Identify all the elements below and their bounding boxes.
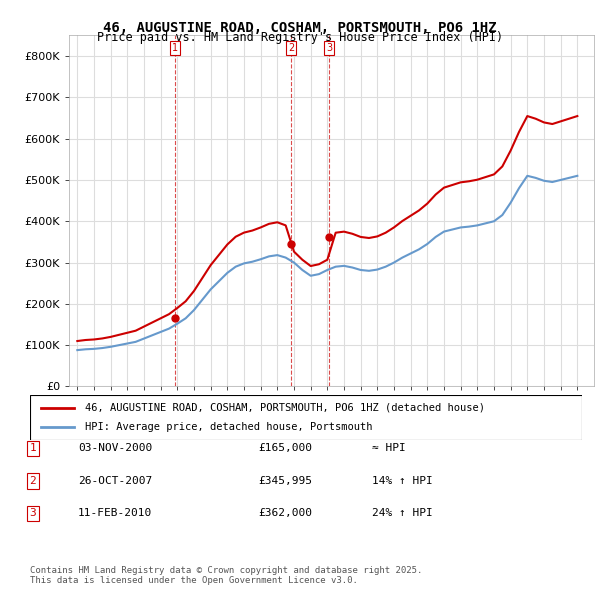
Text: 1: 1 (29, 444, 37, 453)
Text: 03-NOV-2000: 03-NOV-2000 (78, 444, 152, 453)
Text: 1: 1 (172, 43, 178, 53)
Text: £362,000: £362,000 (258, 509, 312, 518)
Text: 24% ↑ HPI: 24% ↑ HPI (372, 509, 433, 518)
Point (325, 232, 334, 242)
Text: 26-OCT-2007: 26-OCT-2007 (78, 476, 152, 486)
Text: 14% ↑ HPI: 14% ↑ HPI (372, 476, 433, 486)
Text: Price paid vs. HM Land Registry's House Price Index (HPI): Price paid vs. HM Land Registry's House … (97, 31, 503, 44)
Text: 46, AUGUSTINE ROAD, COSHAM, PORTSMOUTH, PO6 1HZ: 46, AUGUSTINE ROAD, COSHAM, PORTSMOUTH, … (103, 21, 497, 35)
Text: 2: 2 (288, 43, 294, 53)
Text: 3: 3 (326, 43, 332, 53)
FancyBboxPatch shape (30, 395, 582, 440)
Text: Contains HM Land Registry data © Crown copyright and database right 2025.
This d: Contains HM Land Registry data © Crown c… (30, 566, 422, 585)
Text: HPI: Average price, detached house, Portsmouth: HPI: Average price, detached house, Port… (85, 422, 373, 432)
Text: 3: 3 (29, 509, 37, 518)
Text: 11-FEB-2010: 11-FEB-2010 (78, 509, 152, 518)
Point (286, 239, 296, 248)
Text: £165,000: £165,000 (258, 444, 312, 453)
Text: £345,995: £345,995 (258, 476, 312, 486)
Text: ≈ HPI: ≈ HPI (372, 444, 406, 453)
Point (170, 314, 179, 323)
Text: 2: 2 (29, 476, 37, 486)
Text: 46, AUGUSTINE ROAD, COSHAM, PORTSMOUTH, PO6 1HZ (detached house): 46, AUGUSTINE ROAD, COSHAM, PORTSMOUTH, … (85, 403, 485, 412)
